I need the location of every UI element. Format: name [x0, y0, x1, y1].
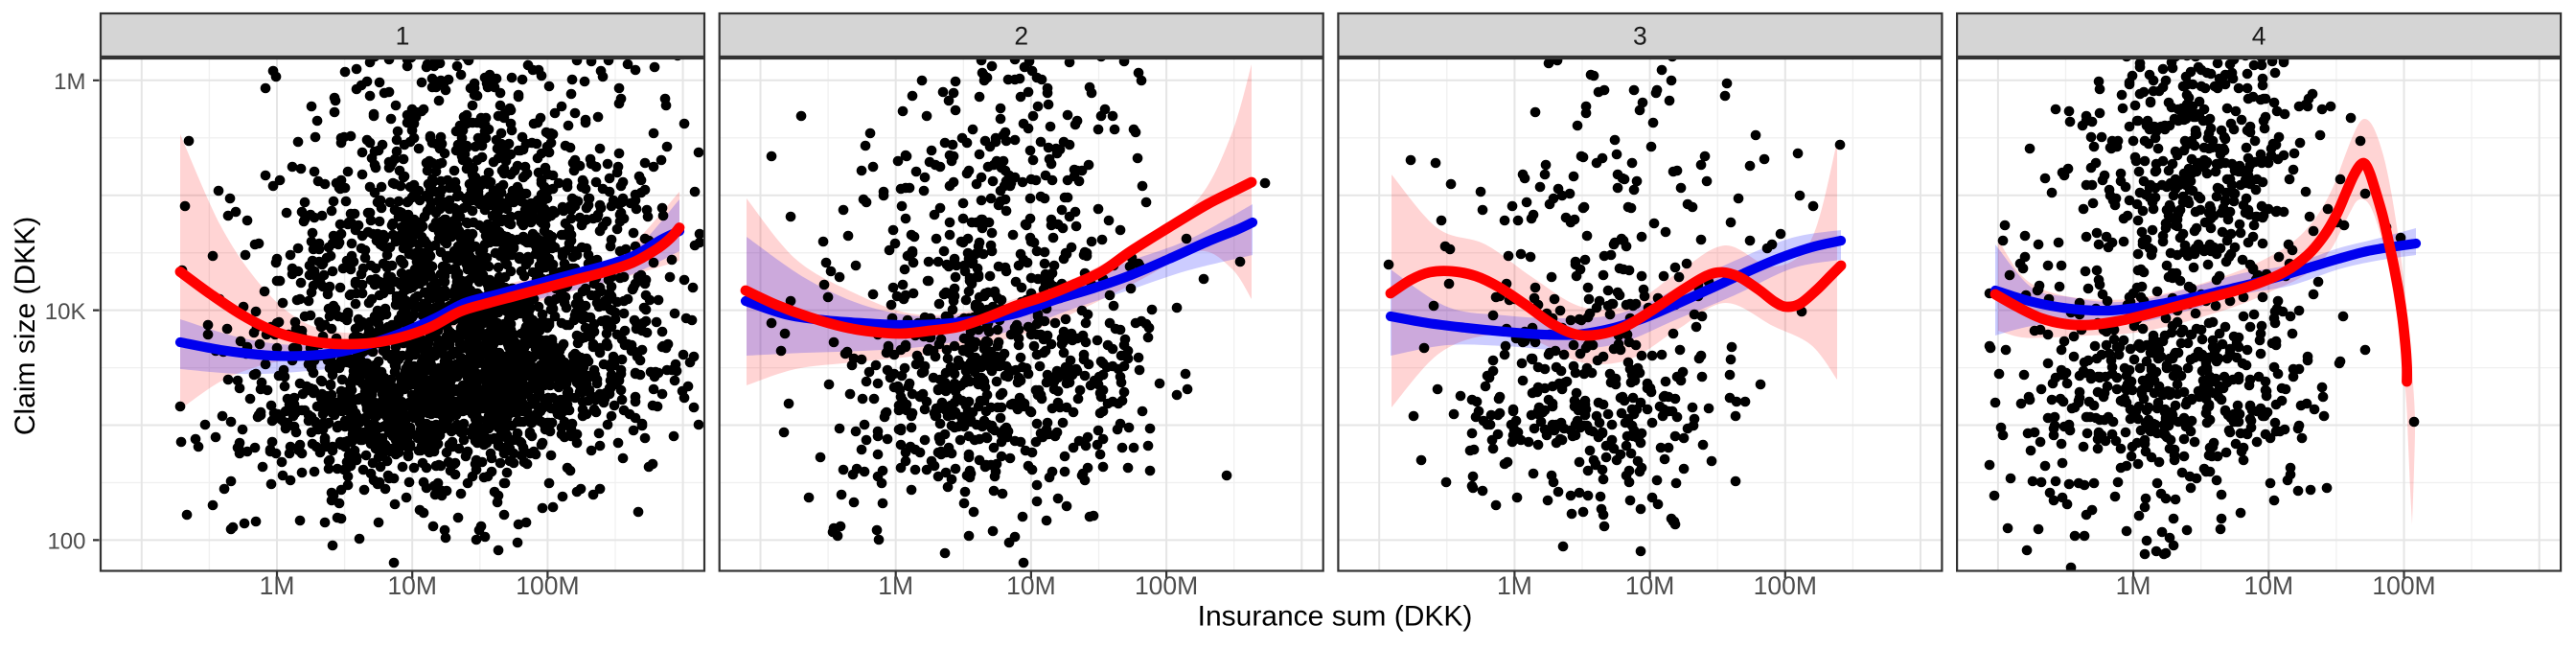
svg-text:1M: 1M — [2116, 571, 2151, 600]
svg-text:1M: 1M — [1497, 571, 1532, 600]
svg-text:3: 3 — [1633, 22, 1647, 51]
svg-text:Insurance sum (DKK): Insurance sum (DKK) — [1198, 601, 1473, 633]
svg-text:100M: 100M — [2372, 571, 2435, 600]
svg-text:1M: 1M — [878, 571, 913, 600]
svg-text:Claim size (DKK): Claim size (DKK) — [10, 217, 41, 435]
svg-text:10M: 10M — [1625, 571, 1675, 600]
svg-text:1: 1 — [396, 22, 410, 51]
svg-text:100M: 100M — [516, 571, 579, 600]
svg-text:1M: 1M — [54, 69, 85, 95]
svg-text:10K: 10K — [45, 299, 86, 325]
svg-text:1M: 1M — [260, 571, 295, 600]
svg-text:10M: 10M — [2244, 571, 2294, 600]
svg-text:4: 4 — [2252, 22, 2266, 51]
svg-text:10M: 10M — [387, 571, 437, 600]
svg-text:2: 2 — [1014, 22, 1028, 51]
svg-text:100: 100 — [47, 529, 85, 555]
svg-text:10M: 10M — [1006, 571, 1056, 600]
svg-text:100M: 100M — [1754, 571, 1817, 600]
svg-text:100M: 100M — [1135, 571, 1198, 600]
